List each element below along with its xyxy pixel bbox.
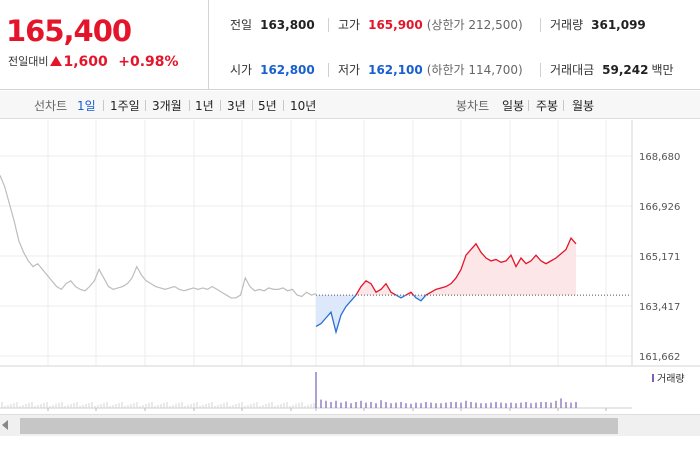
prev-day-line	[0, 175, 317, 299]
period-1year[interactable]: 1년	[195, 99, 214, 113]
candle-monthly[interactable]: 월봉	[572, 99, 595, 113]
change-label: 전일대비	[8, 55, 49, 68]
candle-daily[interactable]: 일봉	[502, 99, 525, 113]
stats-grid: 전일 163,800 고가 165,900 (상한가 212,500) 거래량 361,…	[210, 0, 700, 90]
rise-area	[316, 238, 576, 296]
period-divider	[528, 100, 529, 111]
period-toolbar: 선차트 1일 1주일 3개월 1년 3년 5년 10년 봉차트 일봉 주봉 월봉	[0, 91, 700, 119]
y-tick-label: 161,662	[639, 352, 680, 363]
period-divider	[252, 100, 253, 111]
stat-volume: 거래량 361,099	[550, 18, 646, 32]
price-chart-svg: 168,680 166,926 165,171 163,417 161,662 거래량	[0, 120, 700, 411]
period-divider	[189, 100, 190, 111]
price-box: 165,400 전일대비 1,600 +0.98%	[0, 0, 209, 90]
scrollbar-thumb[interactable]	[20, 418, 618, 434]
period-3month[interactable]: 3개월	[152, 99, 182, 113]
stat-open: 시가 162,800	[230, 63, 315, 77]
price-chart[interactable]: 168,680 166,926 165,171 163,417 161,662 거래량	[0, 120, 700, 412]
y-tick-label: 163,417	[639, 302, 680, 313]
stat-high: 고가 165,900 (상한가 212,500)	[338, 18, 523, 32]
period-10year[interactable]: 10년	[290, 99, 317, 113]
candle-chart-label: 봉차트	[456, 99, 490, 113]
y-tick-label: 166,926	[639, 202, 680, 213]
current-price: 165,400	[6, 14, 132, 48]
volume-legend-label: 거래량	[657, 373, 685, 385]
chart-scrollbar[interactable]	[0, 414, 700, 436]
stat-amount: 거래대금 59,242 백만	[550, 63, 674, 77]
fall-area	[316, 295, 576, 333]
scroll-left-arrow-icon[interactable]	[2, 420, 8, 430]
stat-divider	[328, 18, 329, 32]
quote-header: 165,400 전일대비 1,600 +0.98% 전일 163,800 고가 165…	[0, 0, 700, 90]
volume-legend-swatch	[652, 374, 654, 382]
period-3year[interactable]: 3년	[227, 99, 246, 113]
stat-divider	[540, 63, 541, 77]
period-5year[interactable]: 5년	[258, 99, 277, 113]
period-divider	[145, 100, 146, 111]
period-divider	[283, 100, 284, 111]
period-divider	[220, 100, 221, 111]
change-percent: +0.98%	[118, 54, 179, 70]
period-divider	[103, 100, 104, 111]
period-1week[interactable]: 1주일	[110, 99, 140, 113]
stat-divider	[540, 18, 541, 32]
y-tick-label: 165,171	[639, 252, 680, 263]
today-line-up	[355, 236, 577, 296]
stat-low: 저가 162,100 (하한가 114,700)	[338, 63, 523, 77]
up-triangle-icon	[50, 56, 63, 66]
candle-weekly[interactable]: 주봉	[536, 99, 559, 113]
change-value: 1,600	[63, 54, 108, 70]
period-divider	[563, 100, 564, 111]
change-row: 전일대비 1,600 +0.98%	[8, 53, 179, 70]
stat-prev-close: 전일 163,800	[230, 18, 315, 32]
period-1day[interactable]: 1일	[77, 99, 96, 113]
line-chart-label: 선차트	[34, 99, 68, 113]
y-tick-label: 168,680	[639, 152, 680, 163]
stat-divider	[328, 63, 329, 77]
